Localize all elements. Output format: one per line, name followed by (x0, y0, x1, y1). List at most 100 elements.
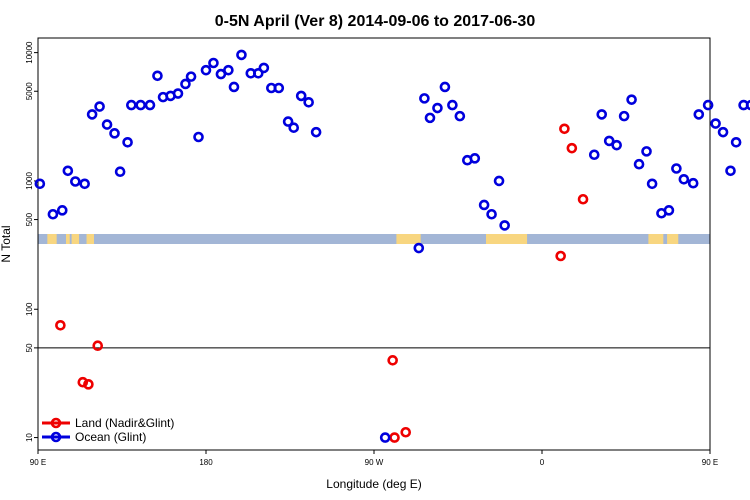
ocean-point (730, 137, 742, 148)
ocean-point (122, 137, 133, 148)
ocean-point (725, 165, 736, 177)
legend: Land (Nadir&Glint) Ocean (Glint) (42, 416, 174, 444)
x-axis: 90 E 180 90 W 0 90 E (30, 450, 718, 467)
map-land-patch (71, 234, 80, 244)
ocean-point (295, 90, 307, 102)
x-tick-label: 90 E (30, 458, 46, 467)
ocean-point (469, 153, 481, 164)
ocean-point (710, 118, 721, 129)
ocean-point (611, 139, 622, 151)
ocean-point (172, 88, 184, 99)
ocean-point (641, 146, 652, 157)
y-tick-label: 50 (25, 343, 34, 352)
map-land-patch (47, 234, 57, 244)
ocean-point (646, 178, 658, 190)
ocean-point (200, 64, 212, 76)
land-point (55, 319, 66, 331)
ocean-point (493, 175, 505, 187)
ocean-point (499, 220, 510, 231)
ocean-point (135, 99, 146, 111)
ocean-point (228, 81, 240, 93)
world-map-strip (38, 234, 710, 244)
ocean-point (419, 93, 430, 104)
ocean-point (223, 64, 234, 76)
x-tick-label: 90 W (365, 458, 384, 467)
ocean-point (717, 126, 729, 138)
land-point (92, 340, 104, 351)
legend-ocean-label: Ocean (Glint) (75, 430, 146, 444)
ocean-point (144, 99, 156, 111)
x-axis-label: Longitude (deg E) (326, 477, 421, 491)
ocean-point (258, 62, 270, 74)
land-point (387, 355, 398, 366)
ocean-point (486, 208, 497, 220)
y-tick-label: 100 (25, 302, 34, 316)
map-land-patch (66, 234, 70, 244)
y-tick-label: 1000 (25, 171, 34, 189)
ocean-point (310, 126, 322, 138)
ocean-point (273, 82, 285, 94)
ocean-point (101, 119, 113, 130)
ocean-point (663, 205, 675, 216)
x-tick-label: 90 E (702, 458, 718, 467)
ocean-point (424, 112, 436, 124)
y-axis: 10 50 100 500 1000 5000 10000 (25, 41, 38, 442)
ocean-point (236, 49, 247, 61)
ocean-point (94, 101, 105, 112)
legend-land-marker (50, 417, 62, 429)
ocean-point (208, 57, 219, 69)
legend-land-label: Land (Nadir&Glint) (75, 416, 174, 430)
ocean-point (56, 205, 68, 216)
ocean-point (79, 178, 90, 190)
x-tick-label: 0 (540, 458, 545, 467)
land-point (577, 193, 589, 205)
land-point (555, 250, 566, 262)
ocean-point (47, 208, 59, 220)
ocean-point (70, 176, 81, 187)
y-tick-label: 10000 (25, 41, 34, 64)
map-land-patch (648, 234, 664, 244)
ocean-point (454, 110, 466, 122)
ocean-point (439, 81, 451, 93)
land-point (400, 426, 412, 438)
ocean-point (86, 109, 98, 120)
ocean-point (126, 99, 137, 111)
ocean-point (62, 165, 74, 177)
land-point (559, 123, 570, 135)
ocean-point (588, 149, 600, 161)
map-land-patch (396, 234, 421, 244)
y-tick-label: 5000 (25, 82, 34, 100)
map-sea-band (38, 234, 710, 244)
ocean-point (678, 173, 690, 185)
ocean-point (745, 99, 750, 111)
ocean-point (193, 131, 204, 143)
map-land-patch (667, 234, 679, 244)
y-tick-label: 500 (25, 212, 34, 226)
chart-title: 0-5N April (Ver 8) 2014-09-06 to 2017-06… (215, 13, 536, 30)
x-tick-label: 180 (199, 458, 213, 467)
ocean-point (687, 177, 699, 189)
ocean-point (432, 102, 443, 114)
land-point (77, 376, 89, 388)
ocean-point (152, 70, 163, 82)
ocean-point (114, 166, 126, 178)
ocean-point (447, 99, 458, 111)
map-land-patch (486, 234, 528, 244)
ocean-point (379, 432, 391, 443)
ocean-point (413, 242, 425, 254)
map-land-patch (86, 234, 94, 244)
land-point (83, 379, 94, 390)
land-point (389, 432, 400, 443)
ocean-point (252, 67, 264, 79)
ocean-point (109, 128, 120, 139)
ocean-point (282, 116, 294, 127)
legend-ocean-marker (50, 431, 62, 443)
data-points (34, 49, 750, 443)
ocean-point (693, 109, 705, 120)
ocean-point (618, 110, 630, 122)
ocean-point (180, 78, 191, 90)
y-tick-label: 10 (25, 433, 34, 442)
y-axis-label: N Total (0, 225, 13, 262)
ocean-point (671, 163, 682, 174)
